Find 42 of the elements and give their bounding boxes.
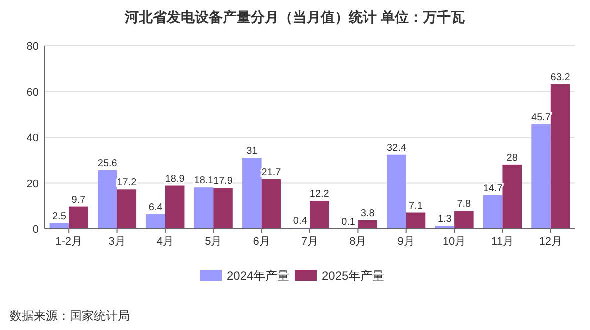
y-tick-label: 20	[26, 178, 39, 190]
data-label: 21.7	[262, 167, 282, 178]
x-tick-label: 11月	[492, 236, 514, 248]
y-tick-label: 80	[26, 41, 39, 53]
y-tick-label: 40	[26, 132, 39, 144]
x-tick-label: 10月	[442, 236, 466, 248]
data-label: 63.2	[550, 72, 571, 84]
chart-title: 河北省发电设备产量分月（当月值）统计 单位：万千瓦	[124, 9, 465, 25]
data-label: 14.7	[483, 183, 504, 194]
x-tick-label: 4月	[156, 236, 174, 248]
x-tick-label: 9月	[398, 236, 415, 248]
data-label: 12.2	[310, 189, 330, 200]
data-label: 32.4	[386, 142, 407, 154]
data-label: 6.4	[148, 202, 164, 214]
y-tick-label: 60	[26, 86, 39, 99]
legend-label: 2024年产量	[227, 269, 290, 283]
legend-label: 2025年产量	[322, 269, 385, 283]
data-label: 0.4	[293, 216, 308, 228]
data-label: 18.1	[194, 176, 214, 187]
x-tick-label: 7月	[301, 236, 319, 248]
data-label: 7.8	[457, 199, 472, 210]
data-label: 2.5	[52, 211, 67, 222]
source-note: 数据来源：国家统计局	[10, 309, 130, 323]
x-tick-label: 8月	[350, 236, 367, 248]
x-tick-label: 12月	[539, 236, 563, 248]
x-tick-label: 3月	[108, 236, 126, 248]
data-label: 7.1	[409, 200, 424, 212]
data-label: 0.1	[342, 216, 356, 228]
data-label: 28	[506, 152, 518, 164]
data-label: 1.3	[438, 214, 452, 226]
data-label: 17.9	[214, 176, 234, 188]
y-tick-label: 0	[32, 224, 39, 236]
x-tick-label: 5月	[205, 236, 222, 248]
data-label: 9.7	[72, 194, 86, 206]
data-label: 17.2	[117, 178, 138, 189]
x-tick-label: 6月	[253, 236, 270, 248]
data-label: 3.8	[360, 208, 376, 220]
data-label: 25.6	[98, 158, 118, 170]
data-label: 18.9	[165, 174, 186, 185]
x-tick-label: 1-2月	[56, 236, 83, 248]
data-label: 45.7	[532, 112, 552, 124]
data-label: 31	[246, 146, 258, 158]
